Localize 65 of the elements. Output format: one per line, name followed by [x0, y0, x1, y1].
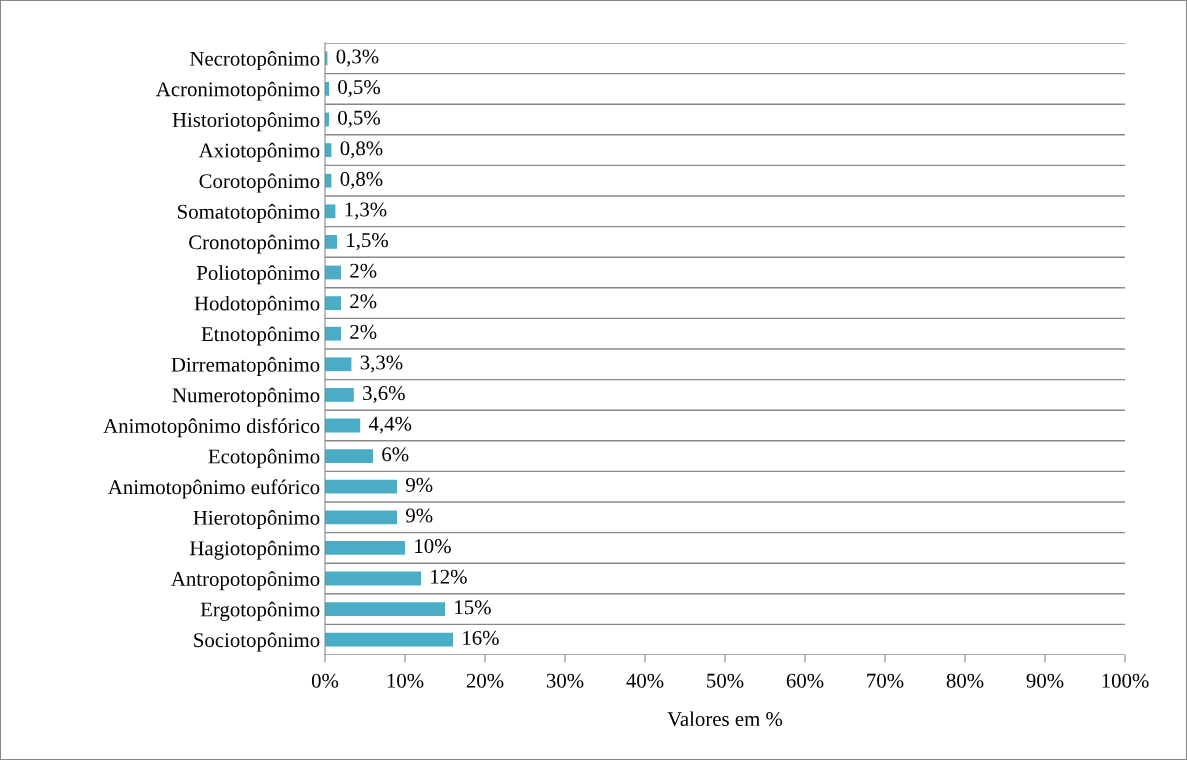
y-tick-label: Somatotopônimo [178, 204, 320, 223]
y-tick-label: Ecotopônimo [208, 448, 320, 468]
bar [325, 571, 421, 586]
data-label: 0,8% [340, 141, 383, 159]
data-label: 1,3% [345, 202, 387, 220]
data-label: 2% [350, 324, 377, 339]
bar [325, 326, 341, 341]
y-tick-label: Etnotopônimo [201, 326, 320, 346]
y-tick-label: Acronimotopônimo [156, 81, 320, 101]
y-tick-label: Dirrematopônimo [171, 357, 320, 376]
x-tick-label: 10% [387, 673, 424, 688]
data-label: 9% [406, 477, 433, 492]
y-tick-label: Numerotopônimo [172, 387, 320, 407]
bar [325, 449, 373, 463]
bar [325, 357, 352, 372]
y-tick-label: Necrotopônimo [189, 51, 320, 70]
x-tick-label: 60% [786, 673, 824, 688]
bar [325, 510, 397, 525]
data-label: 3,6% [363, 386, 405, 404]
x-tick-label: 90% [1026, 673, 1064, 688]
y-tick-label: Historiotopônimo [172, 112, 320, 132]
bar [325, 296, 341, 310]
y-tick-label: Hodotopônimo [194, 295, 320, 315]
y-tick-label: Hagiotopônimo [189, 540, 320, 560]
x-tick-label: 0% [311, 673, 339, 688]
data-label: 0,5% [338, 110, 381, 128]
data-label: 15% [455, 600, 491, 615]
data-label: 9% [406, 508, 433, 523]
data-label: 0,5% [338, 80, 381, 98]
bar [325, 479, 397, 494]
data-label: 3,3% [360, 355, 403, 373]
y-tick-label: Poliotopônimo [196, 265, 320, 285]
x-tick-label: 50% [707, 673, 744, 688]
bar [325, 632, 453, 647]
x-tick-label: 20% [466, 673, 504, 688]
data-label: 4,4% [368, 416, 412, 434]
data-label: 6% [382, 447, 409, 462]
y-tick-label: Axiotopônimo [198, 142, 320, 162]
data-label: 2% [350, 294, 377, 309]
x-tick-label: 70% [867, 673, 904, 688]
x-tick-label: 30% [546, 673, 584, 688]
y-tick-label: Hierotopônimo [193, 510, 320, 529]
x-tick-label: 100% [1102, 673, 1149, 688]
y-tick-label: Sociotopônimo [194, 632, 320, 652]
y-tick-label: Ergotopônimo [200, 601, 320, 621]
data-label: 0,8% [340, 171, 383, 189]
y-tick-label: Animotopônimo eufórico [107, 479, 320, 499]
y-tick-label: Animotopônimo disfórico [103, 418, 320, 438]
y-tick-label: Cronotopônimo [189, 234, 320, 254]
data-label: 0,3% [336, 49, 379, 67]
bar [325, 235, 337, 249]
x-tick-label: 80% [946, 673, 984, 688]
bar [325, 602, 445, 616]
bar [325, 541, 405, 555]
x-axis-title: Valores em % [667, 711, 783, 727]
data-label: 2% [350, 263, 377, 278]
y-tick-label: Corotopônimo [199, 173, 320, 193]
data-label: 1,5% [347, 233, 389, 251]
bar [325, 418, 361, 433]
data-label: 16% [463, 630, 499, 645]
x-tick-label: 40% [626, 673, 664, 688]
y-tick-label: Antropotopônimo [171, 571, 320, 591]
data-label: 12% [431, 569, 467, 584]
data-label: 10% [415, 539, 451, 554]
bar [325, 388, 354, 402]
